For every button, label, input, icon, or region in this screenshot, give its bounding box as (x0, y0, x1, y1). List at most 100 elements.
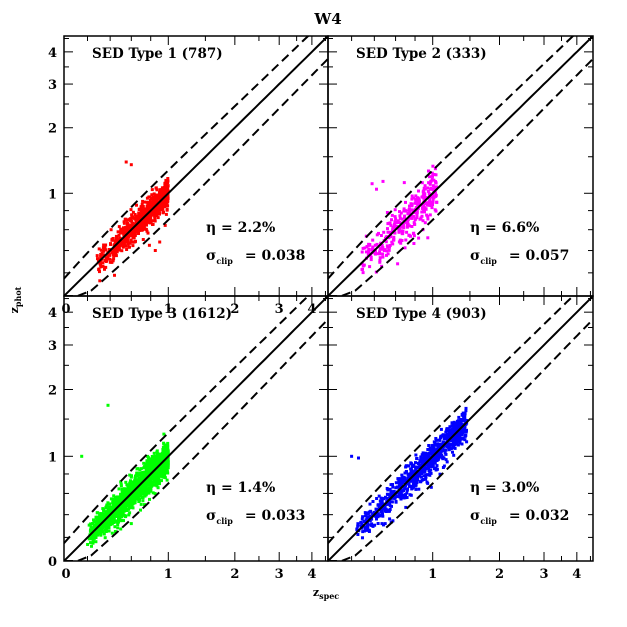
data-point (150, 458, 154, 462)
data-point (90, 529, 94, 533)
upper-outlier-bound (64, 36, 310, 280)
data-point (135, 481, 139, 485)
panel-title: SED Type 1 (787) (92, 46, 223, 62)
data-point (398, 493, 401, 497)
data-point (162, 192, 166, 196)
data-point (385, 249, 388, 253)
data-point (145, 229, 149, 233)
panel-title: SED Type 4 (903) (356, 306, 487, 322)
data-point (165, 469, 169, 473)
data-point (437, 438, 441, 442)
data-point (391, 228, 395, 232)
data-point (421, 210, 425, 214)
data-point (91, 534, 95, 538)
data-point (447, 436, 451, 440)
data-point (380, 508, 384, 512)
data-point (129, 208, 133, 212)
data-point (391, 242, 395, 246)
data-point (401, 480, 404, 484)
data-point (141, 499, 145, 503)
data-point (425, 480, 429, 484)
data-point (145, 460, 149, 464)
data-point (460, 431, 464, 435)
data-point (96, 533, 99, 537)
data-point (146, 231, 150, 235)
y-tick-label: 3 (48, 339, 57, 354)
data-point (112, 517, 115, 521)
data-point (166, 461, 170, 465)
data-point (152, 192, 156, 196)
data-point (425, 201, 428, 205)
data-point (139, 488, 143, 492)
data-point (154, 214, 158, 217)
data-point (122, 227, 126, 231)
data-point (415, 457, 419, 460)
data-point (356, 524, 360, 528)
data-point (410, 214, 414, 218)
data-point (388, 245, 391, 249)
data-point (137, 232, 140, 235)
data-point (424, 453, 427, 457)
data-point (417, 487, 421, 491)
x-tick-label: 1 (164, 567, 173, 582)
data-point (136, 219, 140, 223)
data-point (149, 216, 153, 220)
data-point (125, 509, 129, 512)
data-point (115, 236, 119, 240)
data-point (381, 514, 385, 518)
data-point (382, 523, 385, 527)
data-point (126, 221, 130, 225)
one-to-one-line (64, 36, 328, 296)
data-point (158, 208, 162, 211)
data-point (397, 479, 401, 483)
data-point (427, 200, 431, 204)
data-point (148, 198, 152, 202)
data-point (102, 532, 106, 536)
data-point (164, 178, 168, 182)
data-point (114, 506, 118, 509)
data-point (429, 468, 433, 472)
upper-outlier-bound (64, 296, 310, 544)
data-point (151, 455, 155, 459)
data-point (444, 434, 447, 438)
eta-annotation: η = 2.2% (206, 220, 275, 236)
data-point (145, 223, 148, 227)
data-point (95, 528, 99, 532)
data-point (141, 472, 145, 476)
data-point (159, 474, 162, 478)
data-point (120, 515, 124, 519)
data-point (435, 449, 438, 453)
data-point (89, 541, 92, 545)
data-point (367, 247, 371, 251)
data-point (135, 203, 138, 207)
data-point (391, 483, 394, 486)
data-point (113, 503, 117, 506)
data-point (389, 235, 393, 239)
data-point (112, 494, 116, 498)
data-point (452, 453, 456, 457)
data-point (108, 522, 112, 526)
data-point (109, 516, 113, 519)
data-point (451, 450, 454, 454)
data-point (106, 509, 110, 513)
data-point (127, 502, 131, 506)
data-point (110, 513, 114, 517)
data-point (99, 529, 103, 533)
data-point (398, 495, 402, 499)
lower-outlier-bound (64, 318, 328, 561)
data-point (155, 188, 159, 192)
data-point (133, 499, 137, 503)
data-point (416, 475, 419, 479)
y-tick-label: 4 (48, 306, 57, 321)
data-point (110, 238, 114, 242)
data-point (390, 240, 394, 244)
data-point (382, 497, 386, 501)
data-point (437, 452, 441, 455)
data-point (371, 238, 375, 242)
data-point (105, 526, 109, 530)
data-point (430, 195, 434, 199)
data-point (95, 531, 99, 535)
data-point (378, 514, 382, 518)
data-point (414, 194, 418, 198)
data-point (429, 200, 433, 204)
